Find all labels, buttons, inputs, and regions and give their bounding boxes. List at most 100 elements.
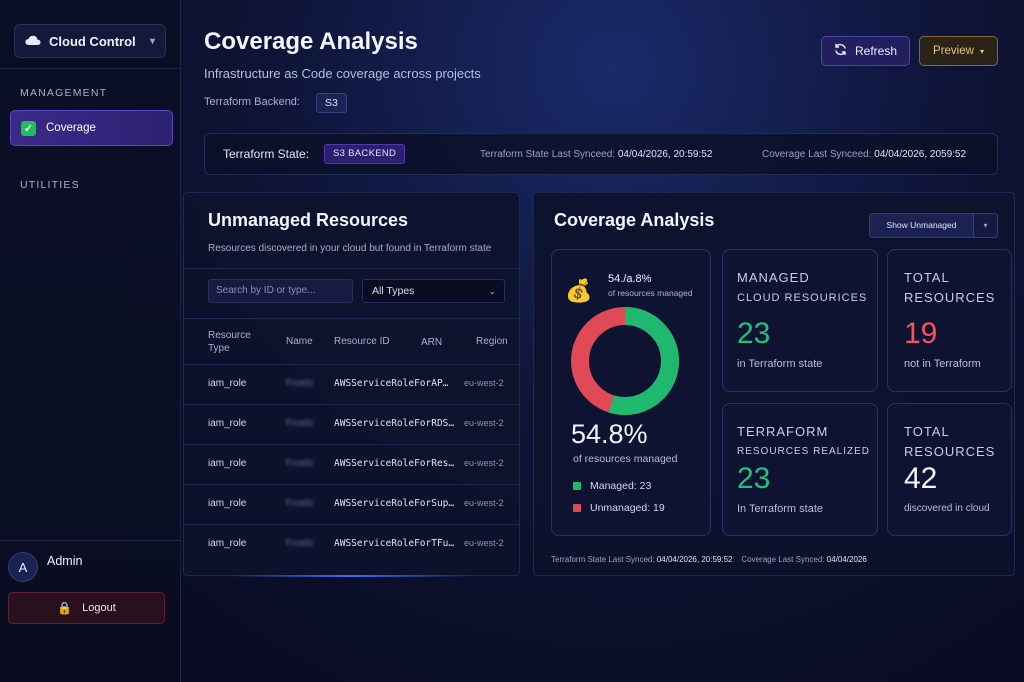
- preview-label: Preview: [933, 45, 974, 57]
- card-subtitle: not in Terraform: [904, 358, 981, 370]
- column-header[interactable]: Region: [476, 336, 508, 347]
- preview-button[interactable]: Preview ▾: [919, 36, 998, 66]
- check-icon: ✓: [21, 120, 36, 136]
- card-value: 19: [904, 317, 938, 350]
- refresh-icon: [834, 43, 847, 59]
- coverage-percentage: 54.8%: [571, 419, 648, 449]
- cell-resource-id: AWSServiceRoleForRDS…: [334, 418, 455, 429]
- footer-synced-value: 04/04/2026, 20:59:52: [656, 555, 733, 564]
- panel-subtitle: Resources discovered in your cloud but f…: [208, 243, 492, 254]
- card-subtitle: in Terraform state: [737, 358, 823, 370]
- cell-resource-id: AWSServiceRoleForRes…: [334, 458, 455, 469]
- column-header[interactable]: Resource Type: [208, 330, 251, 354]
- card-title: TERRAFORM RESOURCES REALIZED: [737, 422, 870, 462]
- card-value: 23: [737, 317, 771, 350]
- column-header[interactable]: Name: [286, 336, 313, 347]
- state-badge: S3 BACKEND: [324, 144, 406, 164]
- sidebar-item-label: Coverage: [46, 122, 96, 134]
- cell-region: eu-west-2: [464, 418, 504, 428]
- cloud-resources-card: TOTAL RESOURCES 42 discovered in cloud: [887, 403, 1012, 536]
- table-row[interactable]: iam_role Froelz AWSServiceRoleForTFu… eu…: [184, 524, 521, 564]
- backend-badge: S3: [316, 93, 347, 113]
- sidebar: Cloud Control ▾ MANAGEMENT ✓ Coverage UT…: [0, 0, 181, 682]
- sidebar-item-coverage[interactable]: ✓ Coverage: [10, 110, 173, 146]
- divider: [0, 540, 181, 541]
- state-synced-label: Terraform State Last Synceed:: [480, 149, 616, 160]
- coverage-subtitle: of resources managed: [573, 453, 678, 465]
- state-bar: Terraform State: S3 BACKEND Terraform St…: [204, 133, 998, 175]
- card-title-line: RESOURCES: [904, 444, 996, 459]
- card-title-line: TOTAL: [904, 424, 950, 439]
- realized-card: TERRAFORM RESOURCES REALIZED 23 In Terra…: [722, 403, 878, 536]
- app-switcher[interactable]: Cloud Control ▾: [14, 24, 166, 58]
- cell-region: eu-west-2: [464, 458, 504, 468]
- section-label-utilities: UTILITIES: [20, 179, 80, 191]
- glow-divider: [230, 575, 470, 577]
- app-name: Cloud Control: [49, 33, 136, 49]
- card-title: TOTAL RESOURCES: [904, 422, 995, 462]
- cell-type: iam_role: [208, 538, 247, 549]
- logout-button[interactable]: 🔒 Logout: [8, 592, 165, 624]
- coverage-synced-label: Coverage Last Synceed:: [762, 149, 872, 160]
- footer-synced: Terraform State Last Synced: 04/04/2026,…: [551, 555, 867, 564]
- card-title: MANAGED CLOUD RESOURICES: [737, 268, 867, 308]
- table-row[interactable]: iam_role Froelz AWSServiceRoleForAP… eu-…: [184, 364, 521, 404]
- card-value: 42: [904, 462, 938, 495]
- cell-type: iam_role: [208, 418, 247, 429]
- card-title-line: MANAGED: [737, 270, 810, 285]
- footer-synced-label: Terraform State Last Synced:: [551, 555, 655, 564]
- cell-name: Froelz: [286, 418, 314, 429]
- coverage-synced-value: 04/04/2026, 2059:52: [874, 149, 967, 160]
- divider: [184, 268, 521, 269]
- logout-label: Logout: [82, 602, 116, 614]
- cell-resource-id: AWSServiceRoleForTFu…: [334, 538, 455, 549]
- table-row[interactable]: iam_role Froelz AWSServiceRoleForRDS… eu…: [184, 404, 521, 444]
- cell-type: iam_role: [208, 458, 247, 469]
- card-subtitle: In Terraform state: [737, 503, 823, 515]
- card-title-line: RESOURCES: [904, 290, 996, 305]
- backend-label: Terraform Backend:: [204, 96, 300, 108]
- legend-label: Managed: 23: [590, 480, 652, 492]
- coverage-donut: [571, 307, 679, 415]
- table-row[interactable]: iam_role Froelz AWSServiceRoleForRes… eu…: [184, 444, 521, 484]
- divider: [184, 318, 521, 319]
- chevron-down-icon: ▾: [979, 46, 984, 56]
- cell-type: iam_role: [208, 498, 247, 509]
- cell-region: eu-west-2: [464, 378, 504, 388]
- mini-percentage: 54./a.8%: [608, 273, 652, 285]
- legend-swatch: [573, 504, 581, 512]
- column-header[interactable]: ARN: [421, 337, 443, 348]
- card-value: 23: [737, 462, 771, 495]
- page-subtitle: Infrastructure as Code coverage across p…: [204, 66, 481, 81]
- refresh-label: Refresh: [854, 44, 898, 58]
- show-unmanaged-button[interactable]: Show Unmanaged: [869, 213, 974, 238]
- refresh-button[interactable]: Refresh: [821, 36, 910, 66]
- legend-unmanaged: Unmanaged: 19: [573, 502, 665, 514]
- cell-region: eu-west-2: [464, 538, 504, 548]
- state-label: Terraform State:: [223, 147, 310, 161]
- panel-title: Coverage Analysis: [554, 210, 715, 230]
- footer-coverage-label: Coverage Last Synced:: [741, 555, 825, 564]
- footer-coverage-value: 04/04/2026: [826, 555, 867, 564]
- mini-subtitle: of resources managed: [608, 288, 693, 298]
- type-select[interactable]: All Types ⌄: [362, 279, 505, 303]
- table-row[interactable]: iam_role Froelz AWSServiceRoleForSup… eu…: [184, 484, 521, 524]
- cell-resource-id: AWSServiceRoleForAP…: [334, 378, 449, 389]
- money-bag-icon: 💰: [565, 278, 593, 303]
- avatar[interactable]: A: [8, 552, 38, 582]
- unmanaged-panel: Unmanaged Resources Resources discovered…: [183, 192, 521, 576]
- page-title: Coverage Analysis: [204, 28, 418, 55]
- donut-managed-segment: [571, 307, 679, 415]
- total-resources-card: TOTAL RESOURCES 19 not in Terraform: [887, 249, 1012, 392]
- cell-type: iam_role: [208, 378, 247, 389]
- divider: [0, 68, 181, 69]
- card-title-line: TERRAFORM: [737, 424, 829, 439]
- cell-region: eu-west-2: [464, 498, 504, 508]
- state-synced: Terraform State Last Synceed: 04/04/2026…: [480, 149, 712, 160]
- lock-icon: 🔒: [57, 601, 73, 615]
- search-input[interactable]: Search by ID or type...: [208, 279, 353, 303]
- column-header[interactable]: Resource ID: [334, 336, 390, 347]
- chevron-down-icon[interactable]: ▾: [974, 213, 998, 238]
- cell-name: Froelz: [286, 498, 314, 509]
- donut-card: 💰 54./a.8% of resources managed 54.8% of…: [551, 249, 711, 536]
